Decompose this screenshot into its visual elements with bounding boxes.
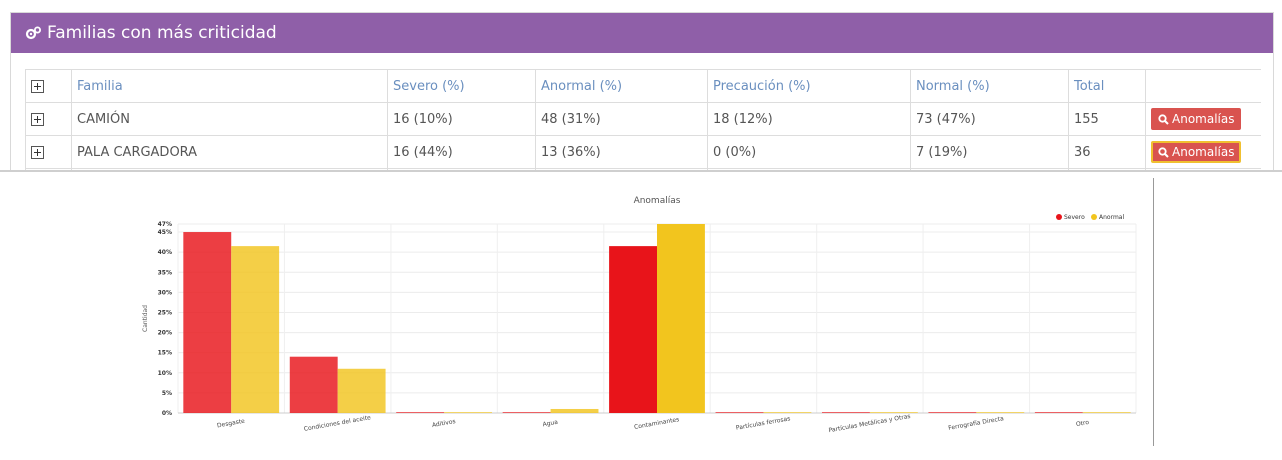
bar	[231, 246, 280, 413]
legend-swatch	[1091, 214, 1097, 220]
expand-all-icon[interactable]	[31, 79, 44, 93]
total-cell: 36	[1068, 135, 1146, 169]
bar	[444, 412, 493, 413]
column-header-familia[interactable]: Familia	[71, 69, 388, 103]
severo-cell: 16 (44%)	[387, 135, 536, 169]
expand-row-icon[interactable]	[31, 145, 44, 159]
y-axis-label: Cantidad	[142, 305, 149, 332]
y-tick-label: 0%	[162, 410, 172, 417]
y-tick-label: 20%	[158, 330, 172, 337]
x-tick-label: Ferrografía Directa	[948, 415, 1005, 432]
search-icon	[1158, 113, 1169, 125]
bar	[183, 232, 232, 413]
column-header-total[interactable]: Total	[1068, 69, 1146, 103]
x-tick-label: Desgaste	[217, 418, 246, 430]
bar	[928, 412, 977, 413]
x-tick-label: Contaminantes	[634, 416, 680, 431]
column-header-normal[interactable]: Normal (%)	[910, 69, 1069, 103]
bar	[869, 412, 918, 413]
column-header-precaucion[interactable]: Precaución (%)	[707, 69, 911, 103]
anomalias-button[interactable]: Anomalías	[1151, 141, 1242, 163]
anormal-cell: 13 (36%)	[535, 135, 708, 169]
y-tick-label: 45%	[158, 229, 172, 236]
bar	[396, 412, 445, 413]
anormal-cell: 48 (31%)	[535, 102, 708, 136]
anomalias-chart: Anomalías 0% 5% 10% 15% 20% 25% 30% 35% 40% 45% 47%…	[130, 178, 1154, 448]
table-header-row: Familia Severo (%) Anormal (%) Precaució…	[25, 69, 1261, 103]
section-divider	[0, 170, 1282, 172]
x-tick-label: Otro	[1075, 419, 1089, 428]
criticality-panel: Familias con más criticidad Familia Seve…	[10, 12, 1274, 172]
expand-all-cell	[25, 69, 72, 103]
total-cell: 155	[1068, 102, 1146, 136]
bar	[609, 246, 657, 413]
bar	[821, 412, 870, 413]
column-header-actions	[1145, 69, 1261, 103]
anomalias-button-label: Anomalías	[1172, 145, 1235, 159]
x-tick-label: Partículas ferrosas	[735, 415, 790, 431]
legend-swatch	[1056, 214, 1062, 220]
precaucion-cell: 0 (0%)	[707, 135, 911, 169]
expand-row-icon[interactable]	[31, 112, 44, 126]
y-tick-label: 10%	[158, 370, 172, 377]
column-header-anormal[interactable]: Anormal (%)	[535, 69, 708, 103]
table-row-partial	[25, 168, 1261, 171]
bar	[550, 408, 599, 413]
anomalias-button-label: Anomalías	[1172, 112, 1235, 126]
x-tick-label: Partículas Metálicas y Otras	[828, 413, 911, 434]
normal-cell: 73 (47%)	[910, 102, 1069, 136]
column-header-severo[interactable]: Severo (%)	[387, 69, 536, 103]
familia-cell: PALA CARGADORA	[71, 135, 388, 169]
x-tick-label: Aditivos	[432, 418, 457, 429]
y-tick-label: 15%	[158, 350, 172, 357]
y-tick-label: 40%	[158, 249, 172, 256]
search-icon	[1158, 146, 1169, 158]
x-tick-label: Condiciones del aceite	[303, 414, 371, 433]
y-tick-label: 5%	[162, 390, 172, 397]
bar	[502, 412, 551, 413]
chart-canvas: Anomalías 0% 5% 10% 15% 20% 25% 30% 35% 40% 45%47%…	[142, 196, 1137, 434]
table-row: PALA CARGADORA 16 (44%) 13 (36%) 0 (0%) …	[25, 135, 1261, 169]
bar	[337, 368, 386, 413]
bar	[657, 224, 705, 413]
panel-header: Familias con más criticidad	[11, 13, 1273, 53]
bar	[715, 412, 764, 413]
chart-title: Anomalías	[634, 196, 681, 206]
table-row: CAMIÓN 16 (10%) 48 (31%) 18 (12%) 73 (47…	[25, 102, 1261, 136]
familia-cell: CAMIÓN	[71, 102, 388, 136]
severo-cell: 16 (10%)	[387, 102, 536, 136]
anomalias-button[interactable]: Anomalías	[1151, 108, 1242, 130]
cogs-icon	[25, 26, 41, 40]
bar	[1082, 412, 1131, 413]
panel-title: Familias con más criticidad	[47, 23, 277, 43]
y-tick-label: 25%	[158, 309, 172, 316]
normal-cell: 7 (19%)	[910, 135, 1069, 169]
y-tick-label: 30%	[158, 289, 172, 296]
families-table: Familia Severo (%) Anormal (%) Precaució…	[25, 69, 1261, 171]
bar	[763, 412, 812, 413]
x-tick-label: Agua	[542, 419, 559, 429]
legend-label: Anormal	[1099, 214, 1124, 221]
y-tick-label: 47%	[158, 221, 172, 228]
y-tick-label: 35%	[158, 269, 172, 276]
bar	[1034, 412, 1083, 413]
precaucion-cell: 18 (12%)	[707, 102, 911, 136]
chart-right-border	[1153, 178, 1154, 446]
bar	[976, 412, 1025, 413]
bar	[289, 356, 338, 413]
legend-label: Severo	[1064, 214, 1085, 221]
